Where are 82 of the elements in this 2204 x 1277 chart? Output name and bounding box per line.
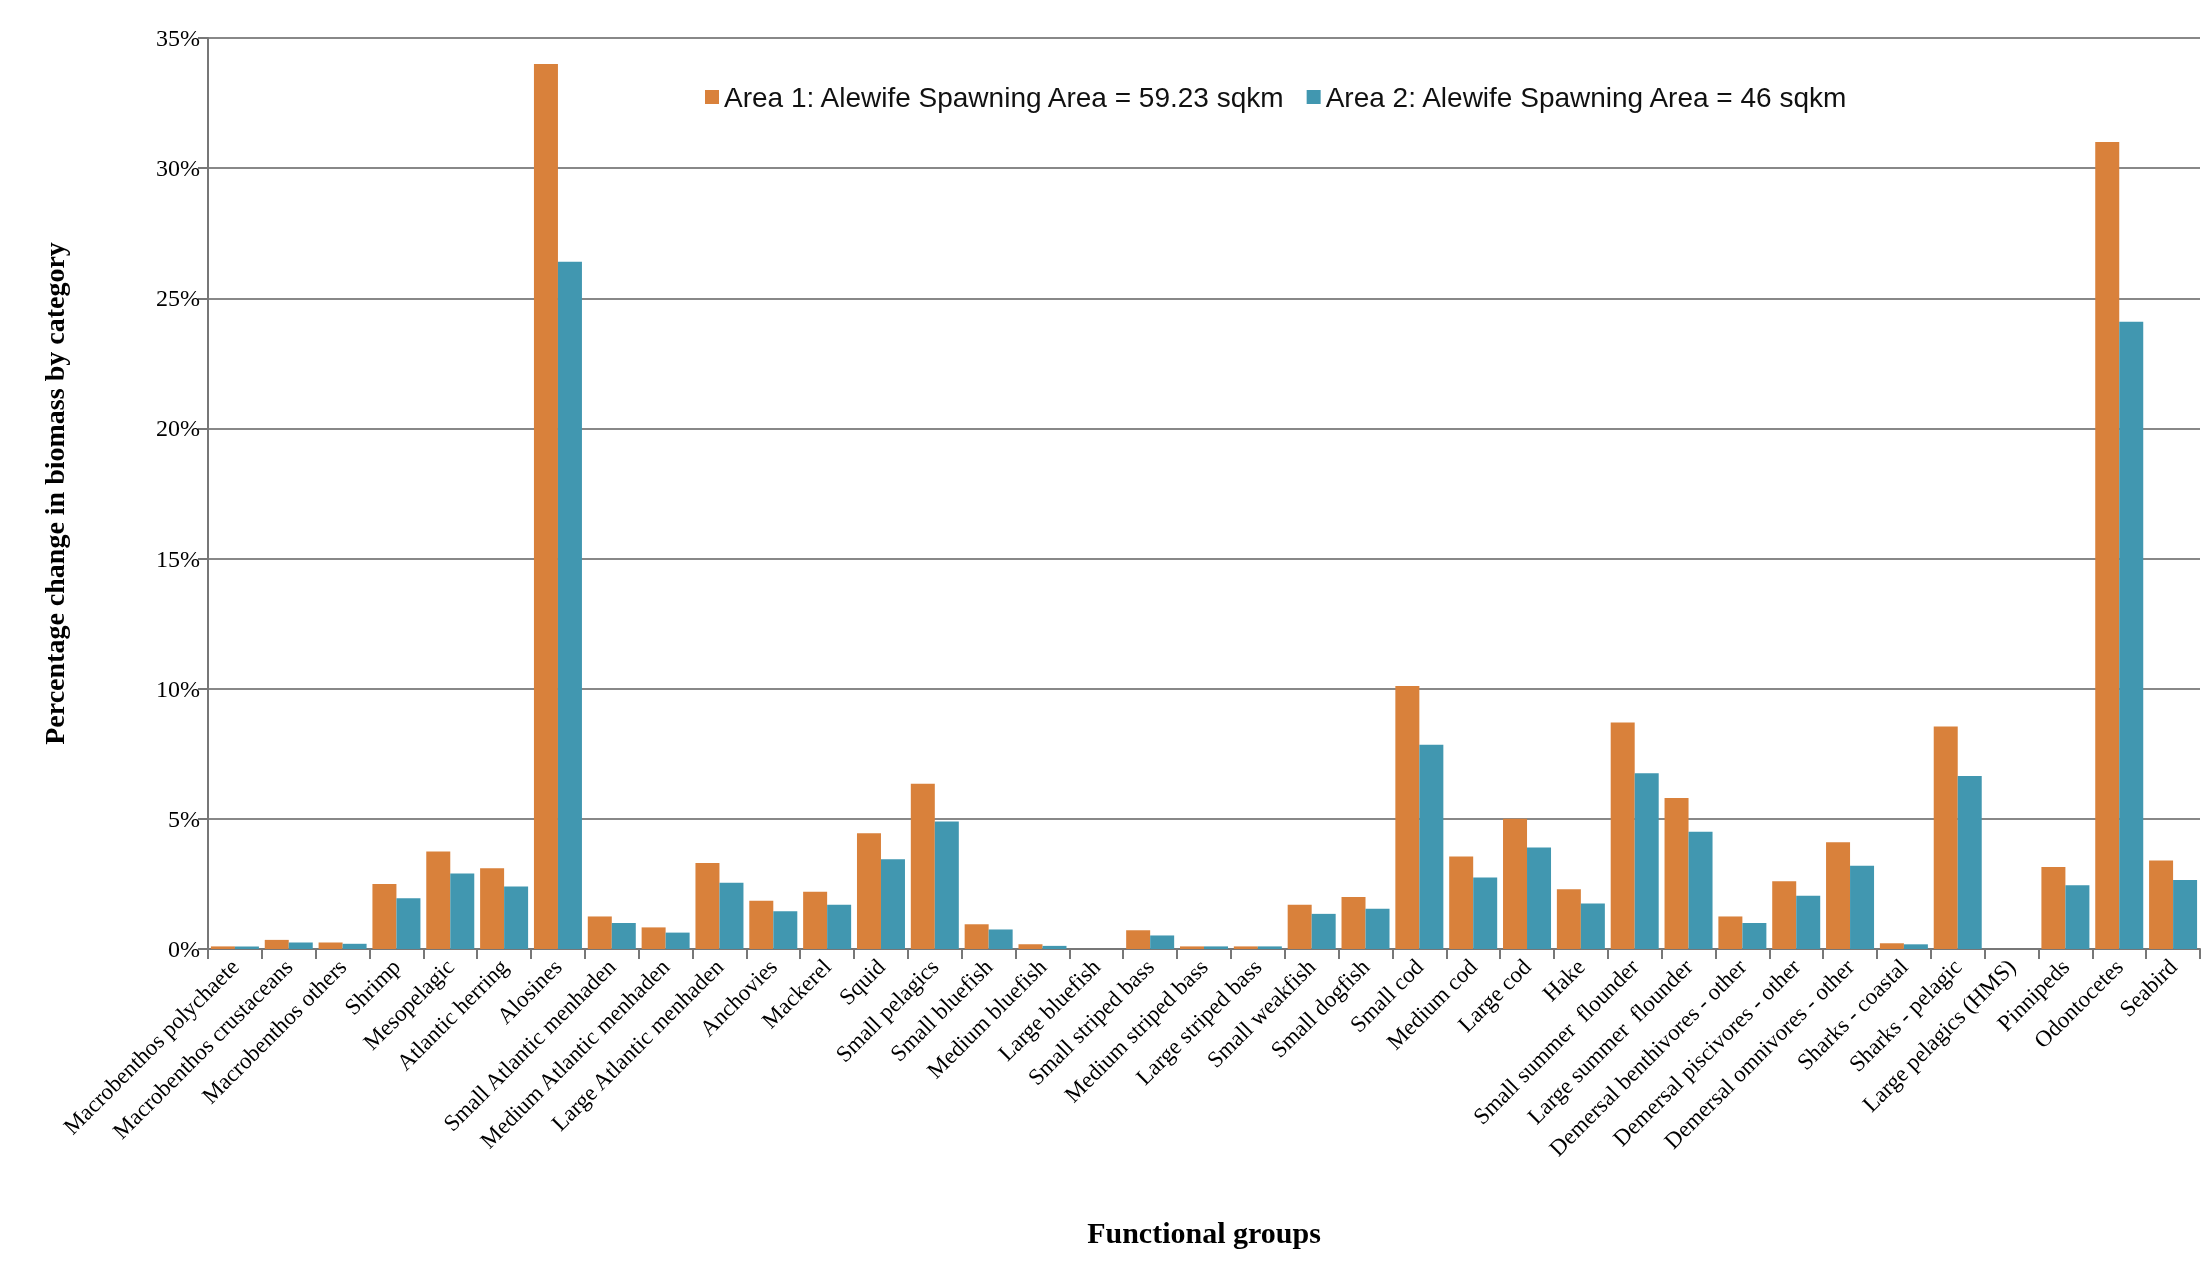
bar (372, 883, 397, 949)
bar (1150, 935, 1175, 949)
bar (611, 922, 636, 949)
bar (1826, 842, 1851, 949)
bar (2173, 880, 2198, 949)
y-tick-label: 15% (156, 545, 200, 572)
bar (773, 911, 798, 949)
y-tick-label: 10% (156, 675, 200, 702)
bar (1341, 896, 1366, 949)
bar (880, 859, 905, 949)
bar (1018, 944, 1043, 949)
bar (587, 916, 612, 949)
bar (1042, 945, 1067, 949)
bar (1395, 686, 1420, 949)
bar (964, 924, 989, 949)
bar (1126, 930, 1151, 949)
bar (318, 942, 343, 949)
bar (1473, 877, 1498, 949)
bar (2095, 142, 2120, 949)
bar (342, 943, 367, 949)
bar (533, 64, 558, 949)
bar (2041, 867, 2066, 949)
bar (2065, 885, 2090, 949)
y-tick-label: 0% (168, 936, 200, 962)
bar (1796, 895, 1821, 949)
bar (1580, 903, 1605, 949)
bar (234, 946, 259, 949)
bar (1180, 946, 1204, 949)
bar (557, 261, 582, 949)
bar (396, 898, 421, 949)
bar (1933, 726, 1958, 949)
bar (1556, 889, 1581, 949)
bar (1204, 946, 1228, 949)
bar (264, 939, 289, 949)
bar (665, 932, 690, 949)
bar (719, 882, 744, 949)
bar (1664, 798, 1689, 949)
bar (1903, 944, 1928, 949)
bar (480, 868, 505, 949)
bar (749, 900, 774, 949)
legend-label: Area 1: Alewife Spawning Area = 59.23 sqkm (724, 81, 1284, 113)
bar (504, 886, 529, 949)
y-tick-label: 20% (156, 415, 200, 442)
bar (988, 929, 1013, 949)
bar (1718, 916, 1743, 949)
y-axis-title: Percentage change in biomass by category (38, 242, 70, 745)
y-tick-label: 30% (156, 155, 200, 182)
bar (2119, 321, 2144, 949)
bar (1772, 881, 1797, 949)
bar (1311, 913, 1336, 949)
bar (1287, 904, 1312, 949)
x-axis-title: Functional groups (1087, 1215, 1321, 1249)
bar (2149, 860, 2174, 949)
bar (803, 891, 828, 949)
bar (288, 942, 313, 949)
bar (695, 863, 720, 949)
bar (1850, 865, 1875, 949)
legend-label: Area 2: Alewife Spawning Area = 46 sqkm (1325, 81, 1847, 113)
bar (1503, 818, 1528, 949)
bar (1688, 831, 1713, 949)
bar (934, 821, 959, 949)
bar (1634, 773, 1659, 949)
bar (1957, 775, 1982, 949)
bar (827, 904, 852, 949)
bar (1449, 856, 1474, 949)
bar (426, 851, 451, 949)
bar (1610, 722, 1635, 949)
bar (1257, 946, 1282, 949)
bar (1365, 908, 1390, 949)
bar (1879, 943, 1904, 949)
bar (210, 946, 235, 949)
bar (1233, 946, 1258, 949)
bar (641, 927, 666, 949)
y-tick-label: 35% (156, 25, 200, 51)
y-tick-label: 5% (168, 805, 200, 832)
bar (910, 783, 935, 949)
bar (856, 833, 881, 949)
bar (1527, 847, 1552, 949)
y-tick-label: 25% (156, 285, 200, 312)
bar (450, 873, 475, 949)
bar (1419, 744, 1444, 949)
bar (1742, 922, 1767, 949)
